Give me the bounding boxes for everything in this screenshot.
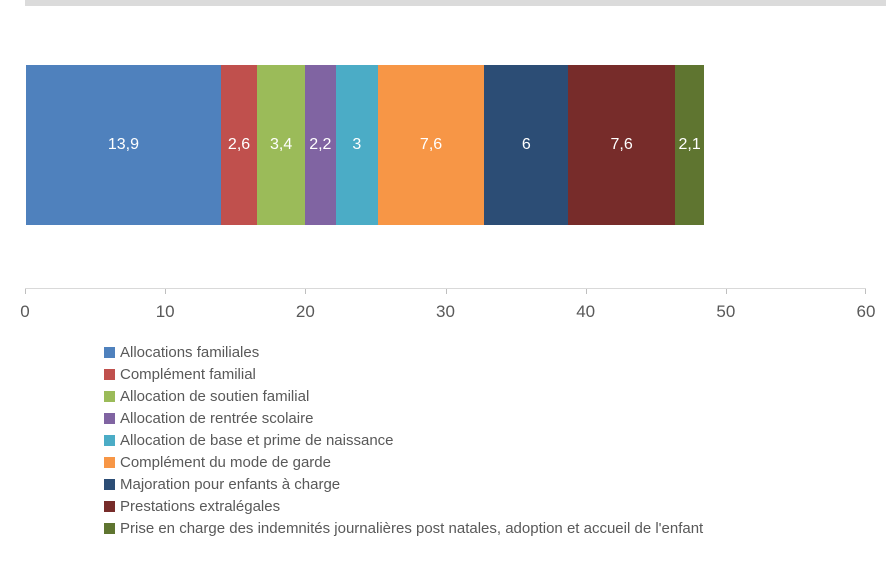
- bar-segment-6[interactable]: 7,6: [377, 65, 485, 225]
- legend-swatch: [104, 478, 115, 490]
- bar-value-label: 13,9: [107, 136, 139, 153]
- bar-value-label: 7,6: [610, 136, 633, 153]
- x-axis-tick-label: 0: [20, 302, 30, 321]
- x-axis-tick: [585, 289, 587, 294]
- legend-swatch: [104, 456, 115, 468]
- legend-label: Allocation de rentrée scolaire: [120, 409, 314, 427]
- x-axis-tick: [445, 289, 447, 294]
- bar-segment-8[interactable]: 7,6: [568, 65, 675, 225]
- bar-segment-2[interactable]: 2,6: [220, 65, 258, 225]
- x-axis-tick-label: 50: [716, 302, 736, 321]
- legend-label: Prise en charge des indemnités journaliè…: [120, 519, 704, 537]
- x-axis-tick-label: 10: [155, 302, 175, 321]
- bar-segment-5[interactable]: 3: [335, 65, 378, 225]
- bar-value-label: 3,4: [269, 136, 293, 153]
- bar-segment-3[interactable]: 3,4: [257, 65, 305, 225]
- legend-item-2[interactable]: Complément familial: [104, 363, 703, 385]
- legend-label: Allocations familiales: [120, 343, 260, 361]
- x-axis-tick-label: 40: [576, 302, 596, 321]
- bar-segment-1[interactable]: 13,9: [26, 65, 221, 225]
- legend-swatch: [104, 434, 115, 446]
- legend-item-8[interactable]: Prestations extralégales: [104, 495, 703, 517]
- bar-value-label: 6: [521, 136, 531, 153]
- legend-item-7[interactable]: Majoration pour enfants à charge: [104, 473, 703, 495]
- x-axis-tick: [725, 289, 727, 294]
- legend-label: Complément du mode de garde: [120, 453, 331, 471]
- legend-item-5[interactable]: Allocation de base et prime de naissance: [104, 429, 703, 451]
- legend-item-4[interactable]: Allocation de rentrée scolaire: [104, 407, 703, 429]
- legend-swatch: [104, 412, 115, 424]
- x-axis-tick-label: 30: [436, 302, 455, 321]
- legend-item-3[interactable]: Allocation de soutien familial: [104, 385, 703, 407]
- x-axis-tick-label: 20: [295, 302, 315, 321]
- legend-label: Allocation de base et prime de naissance: [120, 431, 394, 449]
- bar-value-label: 7,6: [419, 136, 443, 153]
- legend-swatch: [104, 368, 115, 380]
- legend-label: Majoration pour enfants à charge: [120, 475, 341, 493]
- stacked-bar: 13,9 2,6 3,4 2,2 3 7,6 6 7,6 2,1: [26, 65, 705, 225]
- window-top-edge: [25, 0, 886, 6]
- bar-value-label: 2,2: [309, 136, 332, 153]
- x-axis: 0 10 20 30 40 50 60: [20, 288, 875, 321]
- bar-segment-7[interactable]: 6: [484, 65, 569, 225]
- bar-value-label: 2,6: [227, 136, 251, 153]
- legend-label: Prestations extralégales: [120, 497, 281, 515]
- legend-item-6[interactable]: Complément du mode de garde: [104, 451, 703, 473]
- legend-swatch: [104, 346, 115, 358]
- bar-value-label: 2,1: [678, 136, 701, 153]
- x-axis-tick: [865, 289, 866, 294]
- legend: Allocations familiales Complément familia…: [104, 341, 703, 539]
- x-axis-tick-label: 60: [856, 302, 876, 321]
- x-axis-tick: [25, 289, 26, 294]
- legend-swatch: [104, 500, 115, 512]
- bar-segment-9[interactable]: 2,1: [674, 65, 705, 225]
- bar-segment-4[interactable]: 2,2: [304, 65, 336, 225]
- legend-label: Allocation de soutien familial: [120, 387, 310, 405]
- legend-label: Complément familial: [120, 365, 256, 383]
- legend-item-9[interactable]: Prise en charge des indemnités journaliè…: [104, 517, 703, 539]
- legend-swatch: [104, 390, 115, 402]
- bar-value-label: 3: [352, 136, 362, 153]
- x-axis-tick: [165, 289, 167, 294]
- x-axis-tick: [305, 289, 307, 294]
- legend-swatch: [104, 522, 115, 534]
- legend-item-1[interactable]: Allocations familiales: [104, 341, 703, 363]
